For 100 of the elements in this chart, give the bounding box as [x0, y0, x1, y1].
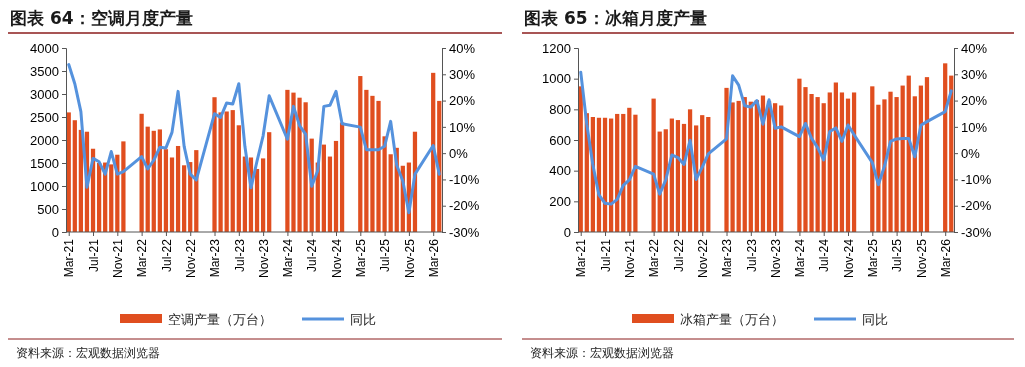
- x-tick-label: Mar-21: [62, 238, 77, 278]
- x-tick-label: Nov-23: [768, 238, 783, 278]
- bar: [748, 101, 753, 232]
- x-tick-label: Jul-21: [86, 238, 101, 272]
- bar: [924, 77, 930, 232]
- y-tick-label: 600: [549, 132, 571, 148]
- bar: [675, 120, 681, 232]
- y2-tick-label: 10%: [449, 119, 476, 135]
- text: 资料来源：宏观数据浏览器: [530, 346, 674, 360]
- x-tick-label: Nov-22: [183, 238, 198, 278]
- x-tick-label: Jul-23: [232, 238, 247, 272]
- bar: [254, 168, 260, 232]
- y2-tick-label: -30%: [961, 224, 992, 240]
- bar: [779, 105, 784, 232]
- bar: [224, 111, 229, 232]
- bar: [139, 113, 144, 232]
- x-tick-label: Mar-23: [208, 238, 223, 278]
- y-tick-label: 500: [37, 201, 59, 217]
- x-tick-label: Jul-24: [817, 238, 832, 272]
- y2-tick-label: -10%: [449, 172, 480, 188]
- bar: [851, 92, 857, 232]
- x-tick-label: Mar-25: [354, 238, 368, 278]
- y2-tick-label: 20%: [961, 93, 988, 109]
- x-tick-label: Nov-24: [841, 238, 856, 278]
- bar: [339, 122, 345, 232]
- bar: [602, 117, 608, 232]
- x-tick-label: Nov-24: [329, 238, 344, 278]
- bar: [175, 145, 181, 232]
- bar: [651, 98, 656, 232]
- x-tick-label: Jul-21: [598, 238, 613, 272]
- y-tick-label: 0: [51, 224, 59, 240]
- x-tick-label: Mar-22: [135, 238, 150, 278]
- y2-tick-label: 20%: [449, 93, 476, 109]
- y2-tick-label: 40%: [961, 40, 988, 56]
- y-tick-label: 800: [549, 101, 571, 117]
- x-tick-label: Nov-23: [256, 238, 271, 278]
- legend-label: 同比: [862, 312, 888, 327]
- y2-tick-label: -20%: [961, 198, 992, 214]
- x-tick-label: Mar-25: [866, 238, 880, 278]
- bar: [900, 85, 905, 232]
- legend-label: 空调产量（万台）: [168, 312, 272, 327]
- x-tick-label: Nov-22: [695, 238, 710, 278]
- legend-label: 同比: [350, 312, 376, 327]
- x-tick-label: Mar-26: [938, 238, 953, 278]
- legend-label: 冰箱产量（万台）: [680, 312, 784, 327]
- bar: [236, 125, 241, 232]
- x-tick-label: Nov-21: [623, 238, 638, 278]
- x-tick-label: Mar-22: [647, 238, 662, 278]
- x-tick-label: Jul-22: [671, 238, 686, 272]
- bar: [608, 118, 614, 232]
- x-tick-label: Nov-21: [111, 238, 126, 278]
- y-tick-label: 0: [563, 224, 571, 240]
- y2-tick-label: 0%: [449, 145, 469, 161]
- bar: [578, 86, 583, 232]
- bar: [109, 164, 114, 232]
- bar: [230, 110, 235, 232]
- chart-title: 图表 65：冰箱月度产量: [524, 8, 707, 28]
- bar: [736, 100, 741, 232]
- y2-tick-label: 40%: [449, 40, 476, 56]
- bar: [833, 82, 838, 232]
- x-tick-label: Mar-21: [574, 238, 589, 278]
- line-series: [579, 70, 953, 206]
- y-tick-label: 1000: [30, 178, 59, 194]
- y2-tick-label: 10%: [961, 119, 988, 135]
- bar: [333, 140, 339, 232]
- bar: [169, 157, 175, 232]
- bar: [943, 63, 948, 232]
- x-tick-label: Jul-22: [159, 238, 174, 272]
- x-tick-label: Mar-23: [720, 238, 735, 278]
- y-tick-label: 1500: [30, 155, 59, 171]
- y2-tick-label: 30%: [449, 66, 476, 82]
- x-tick-label: Jul-25: [890, 238, 905, 272]
- bar: [260, 158, 266, 232]
- bar: [267, 132, 272, 232]
- bar: [388, 154, 393, 232]
- x-tick-label: Nov-25: [402, 238, 417, 278]
- y-tick-label: 400: [549, 163, 571, 179]
- bar: [182, 165, 187, 232]
- y-tick-label: 3000: [30, 86, 59, 102]
- x-tick-label: Mar-24: [793, 238, 808, 278]
- bar: [121, 141, 126, 232]
- y2-tick-label: 30%: [961, 66, 988, 82]
- y2-tick-label: -20%: [449, 198, 480, 214]
- y-tick-label: 2500: [30, 109, 59, 125]
- bar: [633, 114, 638, 232]
- x-tick-label: Nov-25: [914, 238, 929, 278]
- y-tick-label: 1200: [542, 40, 571, 56]
- text: 资料来源：宏观数据浏览器: [16, 346, 160, 360]
- x-tick-label: Mar-24: [281, 238, 296, 278]
- x-tick-label: Mar-26: [426, 238, 441, 278]
- chart-title: 图表 64：空调月度产量: [10, 8, 193, 28]
- y-tick-label: 3500: [30, 63, 59, 79]
- line-series: [67, 63, 441, 215]
- y2-tick-label: -10%: [961, 172, 992, 188]
- bar: [96, 163, 102, 232]
- y-tick-label: 1000: [542, 71, 571, 87]
- y-tick-label: 200: [549, 193, 571, 209]
- bar: [72, 120, 77, 232]
- bar: [66, 112, 71, 232]
- bar: [321, 144, 326, 232]
